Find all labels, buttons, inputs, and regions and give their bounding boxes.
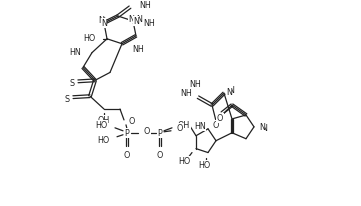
Text: NH: NH	[143, 19, 155, 28]
Text: OH: OH	[98, 116, 110, 125]
Text: N: N	[99, 17, 105, 26]
Text: O: O	[129, 117, 135, 126]
Text: S: S	[64, 94, 70, 103]
Text: N: N	[128, 14, 134, 23]
Text: HN: HN	[194, 122, 206, 131]
Text: O: O	[124, 150, 130, 159]
Text: P: P	[158, 129, 162, 138]
Text: HO: HO	[198, 160, 210, 169]
Text: HN: HN	[69, 48, 81, 57]
Text: OH: OH	[178, 121, 190, 130]
Text: O: O	[217, 114, 223, 123]
Text: N: N	[228, 85, 234, 94]
Text: HO: HO	[178, 156, 190, 165]
Text: N: N	[136, 15, 142, 24]
Text: O: O	[177, 124, 183, 133]
Text: NH: NH	[189, 80, 201, 88]
Text: N: N	[261, 124, 267, 133]
Text: NH: NH	[180, 88, 192, 97]
Text: N: N	[226, 87, 232, 96]
Text: HO: HO	[96, 121, 108, 130]
Text: NH: NH	[139, 1, 151, 10]
Text: HO: HO	[84, 34, 96, 43]
Text: N: N	[98, 16, 104, 25]
Text: S: S	[69, 78, 75, 87]
Text: HO: HO	[98, 136, 110, 144]
Text: N: N	[133, 17, 139, 26]
Text: NH: NH	[132, 45, 144, 54]
Text: N: N	[259, 123, 265, 132]
Text: O: O	[213, 121, 219, 130]
Text: O: O	[144, 127, 151, 136]
Text: N: N	[101, 19, 107, 28]
Text: P: P	[125, 129, 129, 138]
Text: O: O	[157, 150, 163, 159]
